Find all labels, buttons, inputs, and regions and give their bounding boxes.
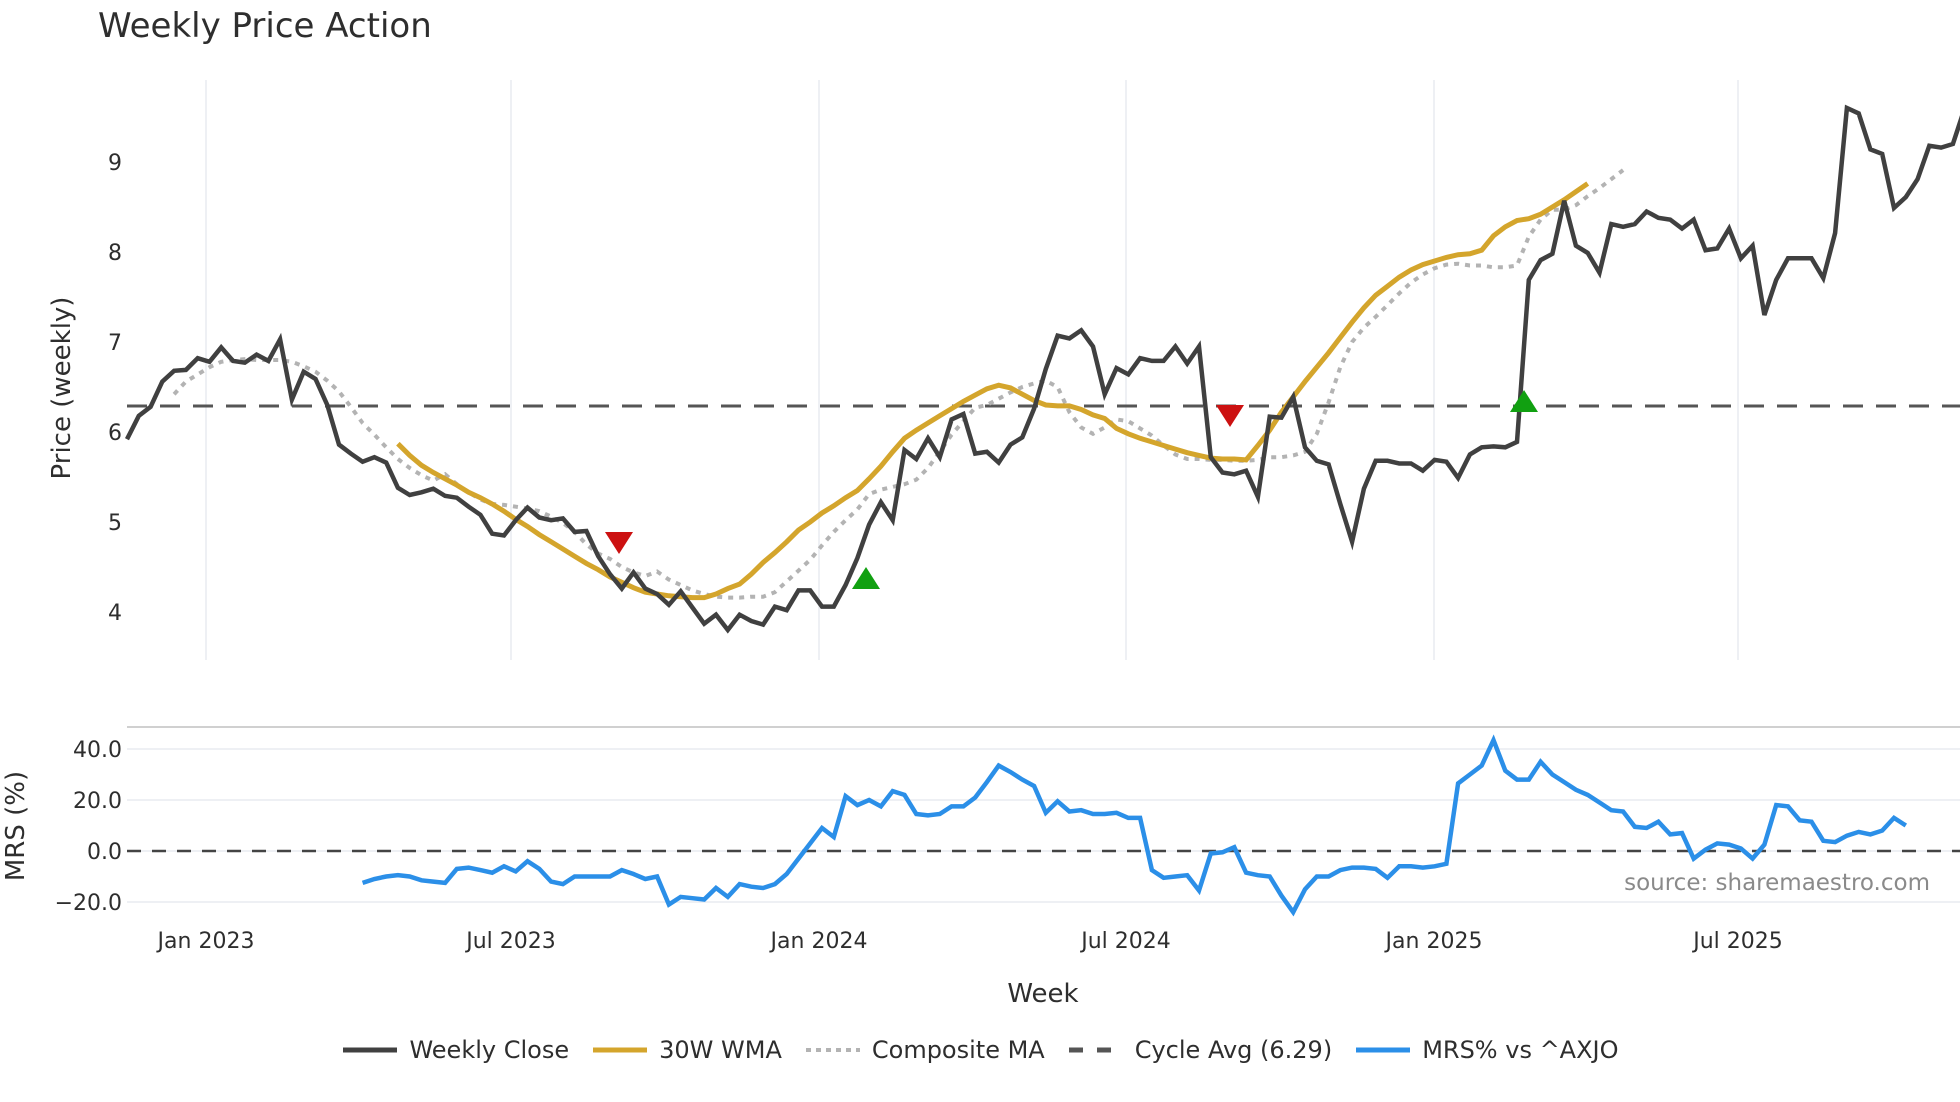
y-tick-label: 40.0	[73, 738, 122, 763]
x-tick-label: Jan 2025	[1384, 929, 1483, 954]
legend-label: Composite MA	[871, 1036, 1045, 1064]
x-tick-label: Jul 2024	[1079, 929, 1171, 954]
legend-swatch-icon	[343, 1047, 398, 1053]
source-note: source: sharemaestro.com	[1624, 870, 1930, 896]
x-axis-ticks: Jan 2023 Jul 2023 Jan 2024 Jul 2024 Jan 2025…	[156, 929, 1783, 954]
series-mrs-vs-axjo	[361, 734, 1908, 917]
mrs-series	[361, 734, 1908, 917]
legend-swatch-icon	[593, 1047, 648, 1053]
legend-item[interactable]: Composite MA	[804, 1036, 1045, 1064]
y-tick-label: 9	[108, 151, 122, 176]
y-tick-label: −20.0	[55, 891, 122, 916]
y-tick-label: 0.0	[87, 840, 122, 865]
x-tick-label: Jul 2023	[464, 929, 556, 954]
y-tick-label: 20.0	[73, 789, 122, 814]
legend-label: Weekly Close	[409, 1036, 570, 1064]
legend-label: 30W WMA	[659, 1036, 782, 1064]
legend-item[interactable]: 30W WMA	[591, 1036, 782, 1064]
price-y-ticks: 4 5 6 7 8 9	[108, 151, 122, 626]
mrs-axis-title: MRS (%)	[1, 771, 31, 881]
x-tick-label: Jan 2023	[156, 929, 255, 954]
price-grid	[205, 80, 1739, 660]
x-tick-label: Jul 2025	[1691, 929, 1783, 954]
series-composite-ma	[172, 168, 1625, 600]
legend-swatch-icon	[805, 1048, 860, 1052]
legend-swatch-icon	[1068, 1047, 1123, 1053]
y-tick-label: 4	[108, 601, 122, 626]
chart-title: Weekly Price Action	[98, 6, 432, 46]
y-tick-label: 5	[108, 511, 122, 536]
buy-signal-icon	[852, 567, 880, 589]
y-tick-label: 8	[108, 241, 122, 266]
x-tick-label: Jan 2024	[769, 929, 868, 954]
series-30w-wma	[396, 181, 1590, 601]
y-tick-label: 7	[108, 331, 122, 356]
legend-item[interactable]: Cycle Avg (6.29)	[1067, 1036, 1332, 1064]
legend-swatch-icon	[1356, 1047, 1411, 1053]
sell-signal-icon	[605, 532, 633, 554]
price-axis-title: Price (weekly)	[47, 297, 77, 480]
mrs-y-ticks: −20.0 0.0 20.0 40.0	[55, 738, 122, 916]
series-weekly-close	[124, 104, 1960, 634]
legend-label: MRS% vs ^AXJO	[1422, 1036, 1619, 1064]
sell-signal-icon	[1216, 405, 1244, 427]
legend-item[interactable]: MRS% vs ^AXJO	[1354, 1036, 1619, 1064]
legend: Weekly Close 30W WMA Composite MA Cycle Avg…	[0, 1036, 1960, 1064]
legend-label: Cycle Avg (6.29)	[1134, 1036, 1333, 1064]
x-axis-title: Week	[1007, 979, 1078, 1009]
buy-signal-icon	[1510, 390, 1538, 412]
y-tick-label: 6	[108, 421, 122, 446]
signal-markers	[605, 390, 1538, 589]
legend-item[interactable]: Weekly Close	[341, 1036, 569, 1064]
price-series	[124, 104, 1960, 634]
